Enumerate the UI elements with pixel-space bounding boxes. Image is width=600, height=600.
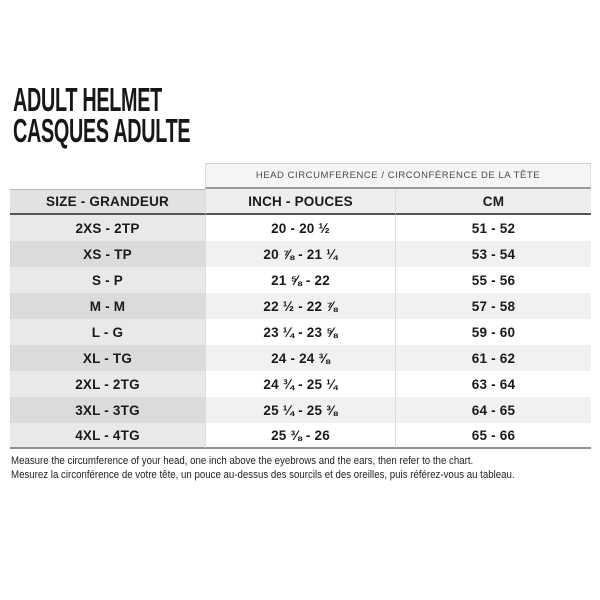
inch-cell: 24 ¾ - 25 ¼ [205,371,395,397]
cm-cell: 59 - 60 [395,319,591,345]
inch-cell: 20 ⅞ - 21 ¼ [205,241,395,267]
column-header-size: SIZE - GRANDEUR [10,189,205,215]
cm-cell: 65 - 66 [395,423,591,449]
page-title-en: ADULT HELMET [13,81,162,118]
size-cell: 2XS - 2TP [10,215,205,241]
cm-cell: 57 - 58 [395,293,591,319]
inch-cell: 24 - 24 ⅜ [205,345,395,371]
cm-cell: 51 - 52 [395,215,591,241]
size-table: SIZE - GRANDEUR INCH - POUCES CM 2XS - 2… [10,189,591,449]
inch-cell: 20 - 20 ½ [205,215,395,241]
size-cell: S - P [10,267,205,293]
inch-cell: 25 ⅜ - 26 [205,423,395,449]
size-cell: L - G [10,319,205,345]
size-cell: XS - TP [10,241,205,267]
size-cell: 3XL - 3TG [10,397,205,423]
measurement-note: Measure the circumference of your head, … [11,455,583,483]
size-cell: M - M [10,293,205,319]
cm-cell: 64 - 65 [395,397,591,423]
size-cell: XL - TG [10,345,205,371]
inch-cell: 22 ½ - 22 ⅞ [205,293,395,319]
cm-cell: 63 - 64 [395,371,591,397]
inch-cell: 25 ¼ - 25 ⅜ [205,397,395,423]
page-title: ADULT HELMET CASQUES ADULTE [13,81,309,149]
size-cell: 4XL - 4TG [10,423,205,449]
inch-cell: 23 ¼ - 23 ⅝ [205,319,395,345]
head-circumference-header: HEAD CIRCUMFERENCE / CIRCONFÉRENCE DE LA… [205,163,591,189]
cm-cell: 55 - 56 [395,267,591,293]
cm-cell: 61 - 62 [395,345,591,371]
column-header-cm: CM [395,189,591,215]
measurement-note-fr: Mesurez la circonférence de votre tête, … [11,468,515,481]
column-header-inch: INCH - POUCES [205,189,395,215]
inch-cell: 21 ⅝ - 22 [205,267,395,293]
size-cell: 2XL - 2TG [10,371,205,397]
measurement-note-en: Measure the circumference of your head, … [11,455,474,467]
page-title-fr: CASQUES ADULTE [13,112,191,149]
cm-cell: 53 - 54 [395,241,591,267]
